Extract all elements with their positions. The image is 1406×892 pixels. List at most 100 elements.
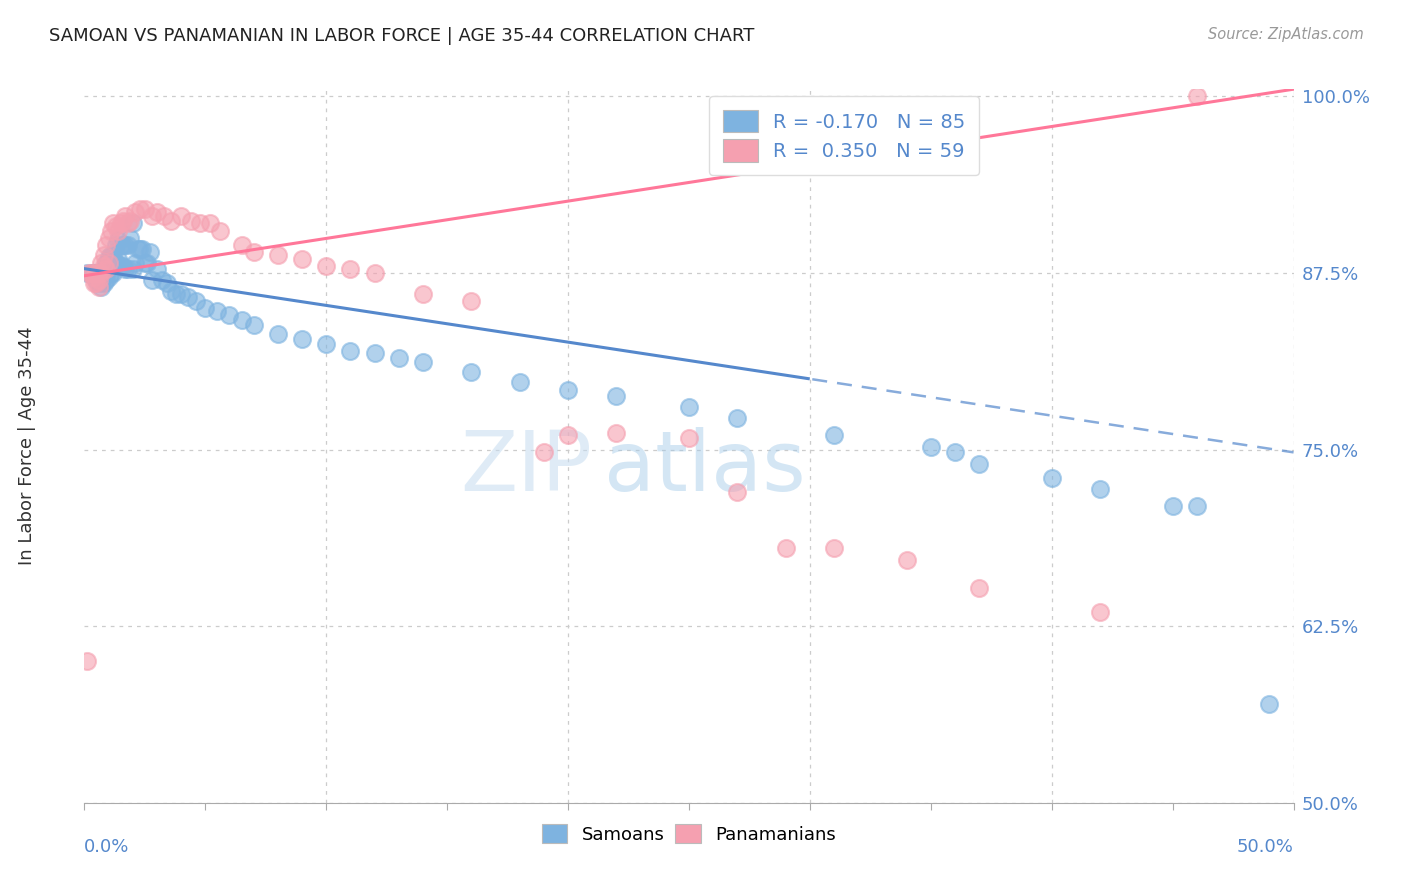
Point [97,270,120,285]
Point [134,256,156,270]
Point [218,308,240,322]
Point [110,237,132,252]
Point [94,237,117,252]
Point [198,216,221,230]
Point [291,252,314,266]
Point [97,230,120,244]
Point [180,213,202,227]
Point [170,210,193,224]
Point [104,237,127,252]
Point [134,202,156,217]
Point [129,202,152,217]
Point [136,256,159,270]
Point [117,261,139,276]
Point [339,261,361,276]
Legend: Samoans, Panamanians: Samoans, Panamanians [534,817,844,851]
Point [76,655,98,669]
Point [80,266,103,280]
Point [242,318,264,333]
Text: ZIP: ZIP [460,427,592,508]
Point [146,261,169,276]
Point [267,247,290,261]
Point [93,259,115,273]
Point [86,266,108,280]
Point [112,259,135,273]
Point [160,213,183,227]
Point [184,294,207,309]
Point [141,273,163,287]
Point [315,259,337,273]
Point [76,266,98,280]
Point [93,266,115,280]
Point [100,266,122,280]
Point [153,210,176,224]
Point [170,287,193,301]
Point [124,256,146,270]
Point [90,266,112,280]
Point [242,244,264,259]
Point [315,336,337,351]
Point [967,457,990,471]
Point [93,247,115,261]
Point [107,234,129,248]
Point [87,276,110,290]
Point [557,383,579,397]
Point [90,280,112,294]
Point [94,273,117,287]
Point [120,230,142,244]
Point [93,270,115,285]
Point [86,266,108,280]
Point [146,205,169,219]
Point [208,223,231,237]
Text: In Labor Force | Age 35-44: In Labor Force | Age 35-44 [18,326,37,566]
Point [460,365,482,379]
Point [90,273,112,287]
Text: atlas: atlas [605,427,806,508]
Point [725,484,748,499]
Point [94,266,117,280]
Point [121,216,143,230]
Point [86,273,108,287]
Point [100,247,122,261]
Point [100,256,122,270]
Point [117,237,139,252]
Point [388,351,411,365]
Point [1040,471,1063,485]
Point [83,266,105,280]
Point [83,270,105,285]
Point [94,261,117,276]
Point [87,266,110,280]
Point [124,205,146,219]
Point [267,326,290,341]
Point [141,210,163,224]
Point [943,445,966,459]
Point [103,256,125,270]
Point [231,312,253,326]
Point [112,213,135,227]
Point [1161,499,1184,513]
Point [83,276,105,290]
Point [94,261,117,276]
Point [97,256,120,270]
Point [110,216,132,230]
Text: 0.0%: 0.0% [84,838,129,856]
Point [94,256,117,270]
Point [131,242,153,256]
Point [77,266,100,280]
Point [129,242,152,256]
Point [97,261,120,276]
Point [363,346,385,360]
Point [100,223,122,237]
Point [509,375,531,389]
Point [967,581,990,595]
Point [107,223,129,237]
Point [103,216,125,230]
Point [97,251,120,265]
Point [90,256,112,270]
Point [557,428,579,442]
Point [104,256,127,270]
Point [339,343,361,358]
Point [775,541,797,556]
Point [160,285,183,299]
Point [150,273,173,287]
